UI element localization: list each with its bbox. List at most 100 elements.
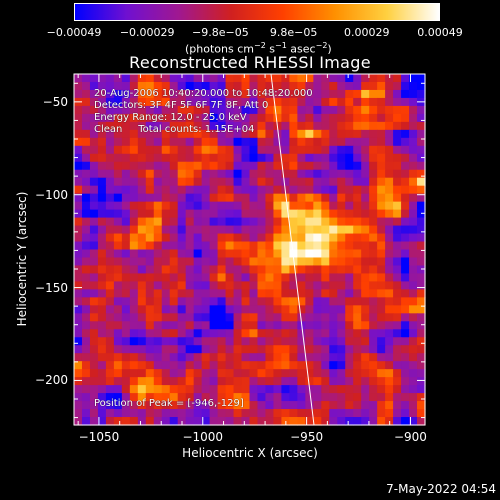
image-pixel [361,417,370,426]
image-pixel [393,305,402,314]
image-pixel [401,281,410,290]
image-pixel [74,289,83,298]
image-pixel [161,409,171,418]
image-pixel [377,209,386,219]
image-pixel [329,121,338,131]
image-pixel [265,273,275,283]
image-pixel [137,361,147,370]
image-pixel [337,121,346,131]
image-pixel [233,345,243,354]
image-pixel [145,233,155,243]
image-pixel [305,121,314,131]
image-pixel [145,297,155,306]
image-pixel [321,281,330,290]
image-pixel [289,337,298,346]
image-pixel [401,257,410,267]
image-pixel [225,289,235,298]
image-pixel [401,289,410,298]
image-pixel [209,265,219,275]
image-pixel [321,401,330,410]
image-pixel [417,209,426,219]
image-pixel [137,185,147,195]
image-pixel [169,393,179,402]
image-pixel [385,281,394,290]
image-pixel [97,281,107,290]
image-pixel [137,321,147,330]
image-pixel [401,385,410,394]
image-pixel [89,409,99,418]
image-pixel [121,145,131,155]
image-pixel [393,201,402,211]
image-pixel [137,105,147,115]
image-pixel [265,177,275,187]
image-pixel [345,241,354,251]
image-pixel [265,265,275,275]
image-pixel [177,193,187,203]
image-pixel [401,209,410,219]
image-pixel [225,257,235,267]
image-pixel [105,353,115,362]
image-pixel [329,89,338,99]
image-pixel [225,409,235,418]
image-pixel [177,89,187,99]
image-pixel [337,74,346,83]
image-pixel [409,145,418,155]
image-pixel [393,217,402,227]
image-pixel [193,209,203,219]
image-pixel [177,273,187,283]
image-pixel [289,417,298,426]
image-pixel [361,193,370,203]
image-pixel [137,289,147,298]
image-pixel [169,249,179,259]
image-pixel [121,265,131,275]
image-pixel [233,113,243,123]
image-pixel [329,209,338,219]
y-tick-label: −150 [35,280,68,295]
image-pixel [273,81,283,91]
image-pixel [81,201,91,211]
image-pixel [289,81,298,91]
image-pixel [321,89,330,99]
image-pixel [377,97,386,107]
image-pixel [217,297,227,306]
image-pixel [121,321,131,330]
image-pixel [201,257,211,267]
image-pixel [193,185,203,195]
image-pixel [289,297,298,306]
image-pixel [297,313,306,322]
image-pixel [217,305,227,314]
image-pixel [305,313,314,322]
image-pixel [257,89,267,99]
image-pixel [329,185,338,195]
image-pixel [169,169,179,179]
image-pixel [289,177,298,187]
image-pixel [393,89,402,99]
image-pixel [281,385,290,394]
image-pixel [377,297,386,306]
image-pixel [385,209,394,219]
image-pixel [113,129,123,139]
image-pixel [329,161,338,171]
image-pixel [137,273,147,283]
image-pixel [409,265,418,275]
image-pixel [281,113,290,123]
image-pixel [89,81,99,91]
image-pixel [361,161,370,171]
image-pixel [281,345,290,354]
image-pixel [385,401,394,410]
image-pixel [153,209,163,219]
image-pixel [265,297,275,306]
image-pixel [417,113,426,123]
image-pixel [401,225,410,235]
image-pixel [249,233,259,243]
image-pixel [209,281,219,290]
image-pixel [281,393,290,402]
image-pixel [129,81,139,91]
image-pixel [289,201,298,211]
image-pixel [321,249,330,259]
image-pixel [161,345,171,354]
image-pixel [74,385,83,394]
image-pixel [137,89,147,99]
image-pixel [401,329,410,338]
image-pixel [129,121,139,131]
